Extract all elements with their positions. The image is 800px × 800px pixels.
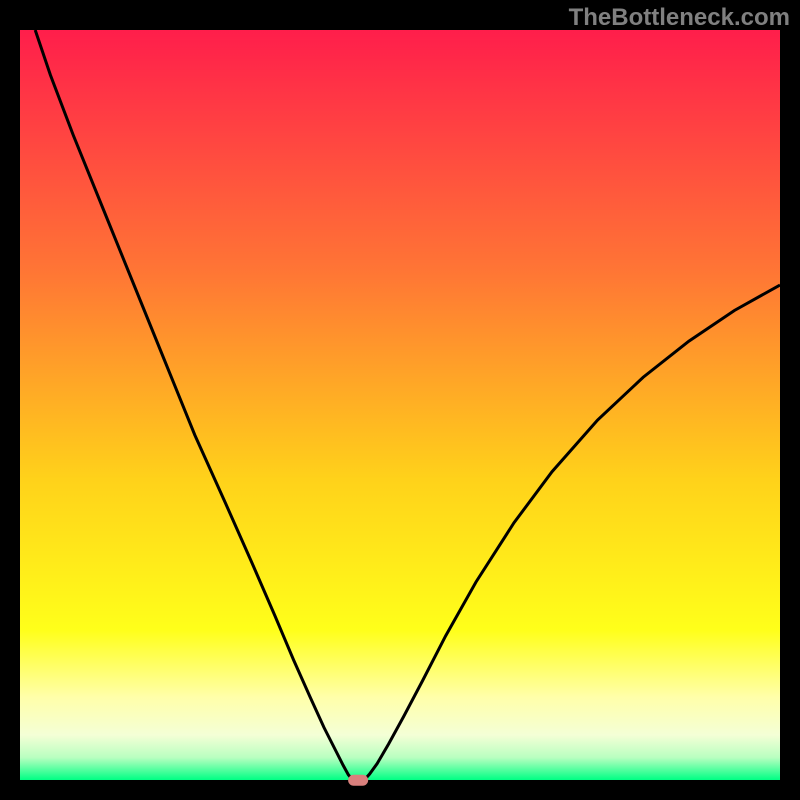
watermark-text: TheBottleneck.com [569, 4, 790, 32]
right-branch-curve [364, 285, 780, 780]
plot-area [20, 30, 780, 780]
valley-marker [348, 775, 368, 786]
curve-svg [20, 30, 780, 780]
left-branch-curve [35, 30, 353, 780]
chart-container: TheBottleneck.com [0, 0, 800, 800]
